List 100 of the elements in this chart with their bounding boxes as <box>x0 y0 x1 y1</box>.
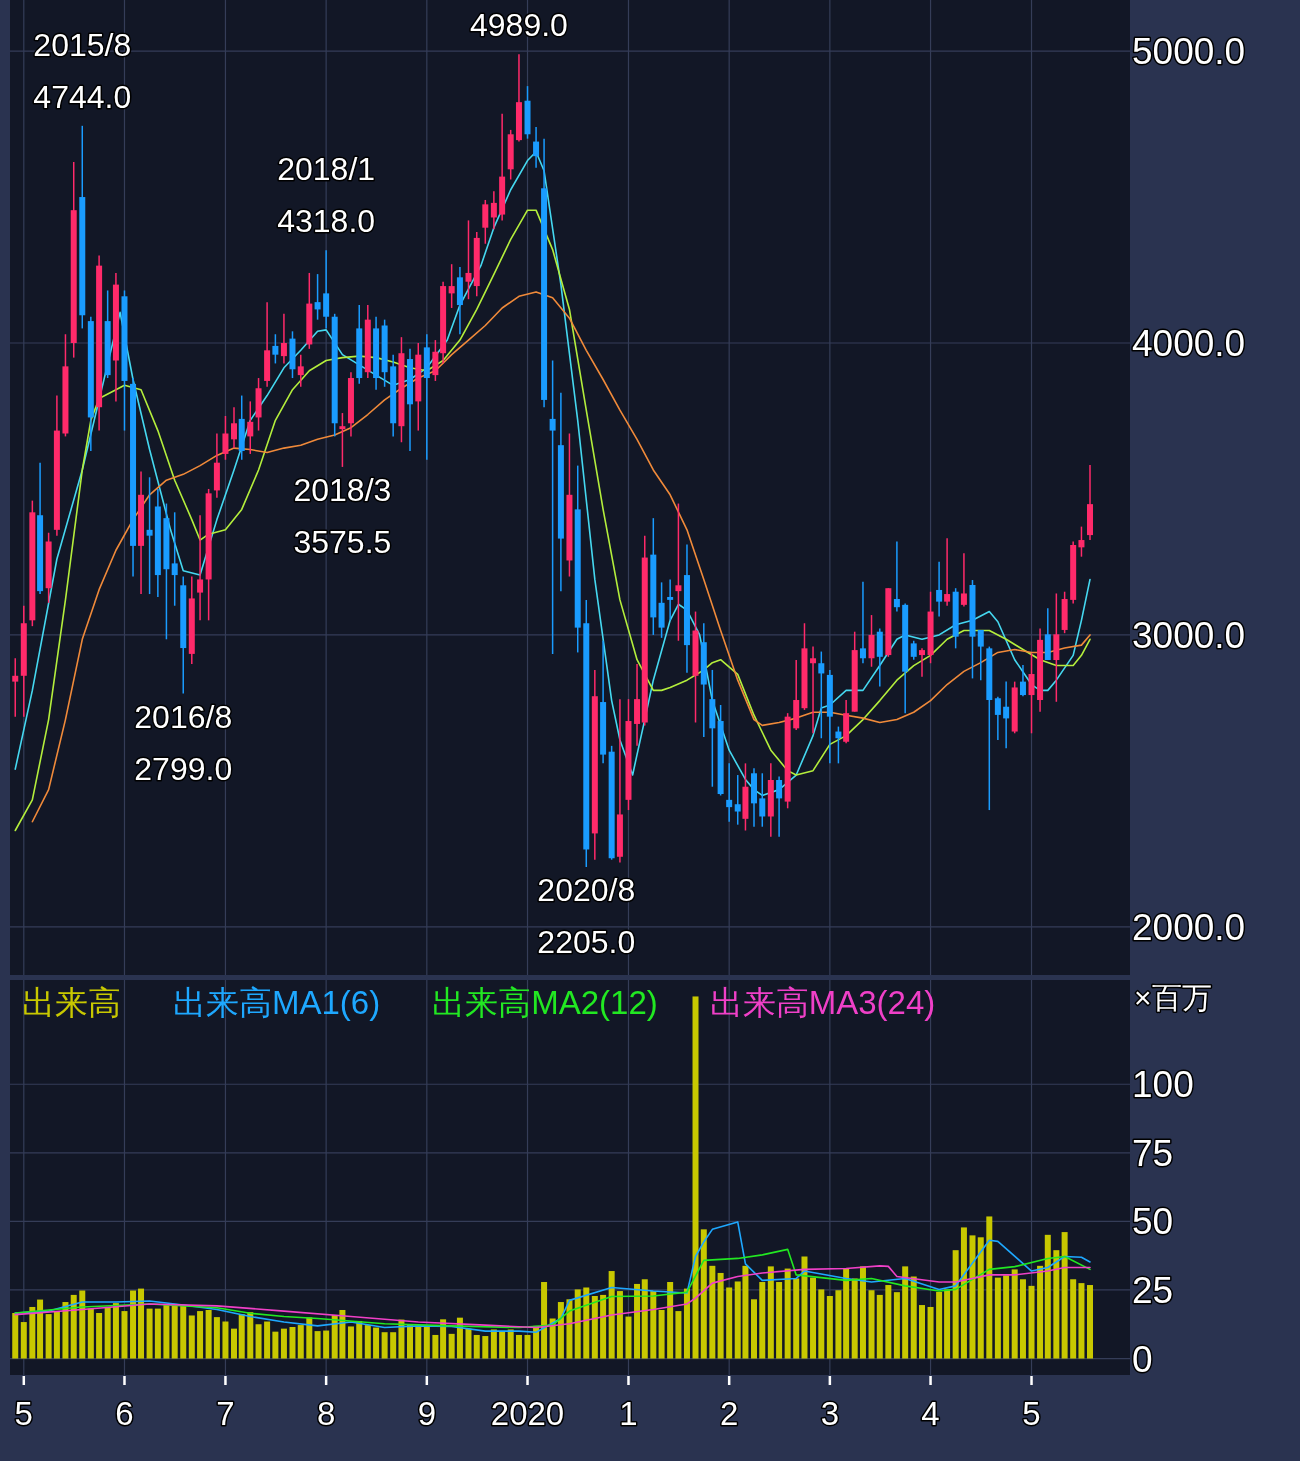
bar <box>683 1288 690 1359</box>
bar <box>675 1311 682 1359</box>
y-tick-label: 75 <box>1132 1132 1174 1174</box>
bar <box>634 1283 641 1359</box>
bar <box>12 1313 19 1359</box>
bar <box>1061 1232 1068 1359</box>
bar <box>717 1272 724 1359</box>
candlestick <box>465 219 472 300</box>
bar <box>1044 1234 1051 1359</box>
candlestick <box>944 537 951 607</box>
line-series <box>14 1265 1091 1329</box>
candlestick <box>810 645 817 735</box>
bar <box>146 1308 153 1359</box>
bar <box>347 1326 354 1359</box>
text: 出来高 <box>22 984 121 1021</box>
candlestick <box>247 400 254 455</box>
x-tick-label: 7 <box>216 1395 235 1432</box>
bar <box>20 1322 27 1359</box>
bar <box>104 1306 111 1359</box>
bar <box>818 1289 825 1359</box>
bar <box>944 1289 951 1359</box>
x-tick-label: 1 <box>619 1395 638 1432</box>
annotation: 2015/8 4744.0 <box>33 26 132 115</box>
y-tick-label: 50 <box>1132 1201 1174 1243</box>
candlestick <box>197 514 204 622</box>
bar <box>29 1306 36 1359</box>
bar <box>859 1266 866 1359</box>
bar <box>969 1235 976 1359</box>
bar <box>62 1302 69 1359</box>
bar <box>835 1290 842 1359</box>
bar <box>432 1334 439 1359</box>
bar <box>759 1282 766 1359</box>
bar <box>390 1332 397 1359</box>
candlestick <box>919 647 925 678</box>
bar <box>247 1312 254 1359</box>
bar <box>1019 1279 1026 1359</box>
bar <box>205 1309 212 1359</box>
bar <box>507 1329 514 1359</box>
bar <box>826 1296 833 1359</box>
bar <box>784 1268 791 1359</box>
bar <box>936 1291 943 1359</box>
bar <box>641 1279 648 1359</box>
x-tick-label: 5 <box>1022 1395 1041 1432</box>
bar <box>801 1256 808 1359</box>
candlestick <box>868 614 875 668</box>
bar <box>473 1334 480 1359</box>
text: 出来高MA1(6) <box>173 984 381 1021</box>
bar <box>323 1330 330 1359</box>
bar <box>1037 1265 1044 1359</box>
bar <box>314 1331 321 1359</box>
candlestick <box>280 313 287 365</box>
annotation: 4989.0 <box>470 7 568 44</box>
bar <box>692 996 699 1359</box>
candlestick <box>339 412 346 468</box>
candlestick <box>835 725 842 765</box>
bar <box>876 1294 883 1359</box>
bar <box>138 1288 145 1359</box>
candlestick <box>297 353 304 388</box>
y-tick-label: 2000.0 <box>1132 906 1246 948</box>
bar <box>96 1313 103 1359</box>
y-tick-label: 0 <box>1132 1338 1153 1380</box>
x-tick-label: 2 <box>719 1395 739 1432</box>
bar <box>381 1332 388 1359</box>
annotation: 2016/8 2799.0 <box>134 698 233 787</box>
bar <box>482 1336 489 1359</box>
y-axis-title: ×百万 <box>1134 981 1212 1014</box>
candlestick <box>12 657 19 718</box>
text: 出来高MA2(12) <box>432 984 658 1021</box>
bar <box>625 1316 632 1359</box>
bar <box>751 1299 757 1359</box>
bar <box>440 1319 447 1359</box>
candlestick <box>675 502 682 642</box>
bar <box>608 1271 615 1359</box>
bar <box>1070 1279 1077 1359</box>
bar <box>574 1289 581 1359</box>
x-tick-label: 3 <box>820 1395 840 1432</box>
bar <box>112 1303 119 1359</box>
bar <box>45 1314 52 1359</box>
text: 出来高MA3(24) <box>709 984 936 1021</box>
bar <box>524 1334 531 1359</box>
bar <box>902 1266 909 1359</box>
candlestick <box>222 415 229 461</box>
candlestick <box>1028 652 1035 735</box>
candlestick <box>994 696 1001 741</box>
bar <box>255 1324 262 1359</box>
bar <box>180 1305 187 1359</box>
bar <box>986 1216 993 1359</box>
candlestick <box>482 199 489 245</box>
bar <box>70 1294 77 1359</box>
line-series <box>14 1248 1091 1329</box>
bar <box>53 1311 60 1359</box>
x-tick-label: 9 <box>417 1395 437 1432</box>
candlestick <box>734 774 741 826</box>
candlestick <box>146 476 153 595</box>
line-series <box>31 291 1091 823</box>
candlestick <box>1003 680 1010 749</box>
bar <box>1011 1269 1018 1359</box>
bar <box>1028 1285 1035 1359</box>
bar <box>893 1292 900 1359</box>
bar <box>650 1291 657 1359</box>
